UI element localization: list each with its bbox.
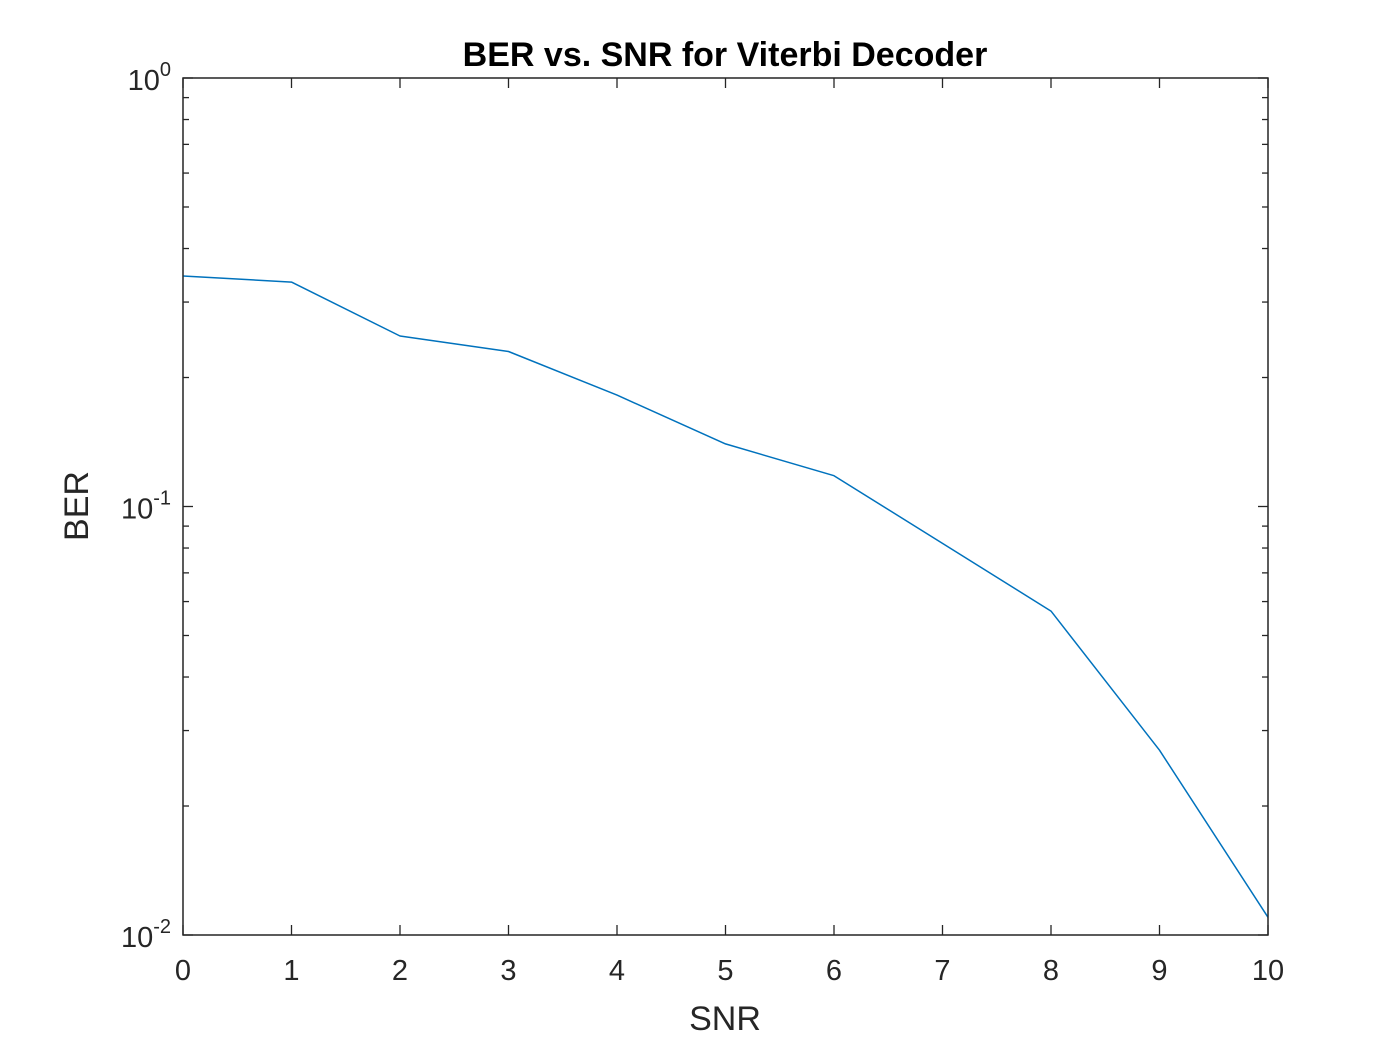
y-tick-label: 10-1 xyxy=(121,488,171,526)
x-tick-label: 6 xyxy=(826,955,842,987)
x-tick-label: 0 xyxy=(175,955,191,987)
y-tick-labels: 100 10-1 10-2 xyxy=(121,59,171,954)
chart-title: BER vs. SNR for Viterbi Decoder xyxy=(463,36,988,74)
x-tick-label: 4 xyxy=(609,955,625,987)
x-tick-label: 7 xyxy=(934,955,950,987)
x-tick-label: 8 xyxy=(1043,955,1059,987)
axes-background xyxy=(182,77,1269,936)
x-tick-label: 9 xyxy=(1151,955,1167,987)
y-tick-label: 10-2 xyxy=(121,916,171,954)
y-tick-label: 100 xyxy=(128,59,171,97)
x-tick-label: 1 xyxy=(283,955,299,987)
axes-box xyxy=(182,77,1269,936)
y-axis-label: BER xyxy=(58,471,96,541)
series-layer xyxy=(182,275,1269,918)
x-tick-label: 2 xyxy=(392,955,408,987)
x-tick-label: 10 xyxy=(1252,955,1284,987)
x-tick-label: 5 xyxy=(717,955,733,987)
series-line xyxy=(182,275,1269,918)
x-tick-label: 3 xyxy=(500,955,516,987)
x-axis-label: SNR xyxy=(689,1000,761,1038)
x-tick-labels: 0 1 2 3 4 5 6 7 8 9 10 xyxy=(175,955,1284,987)
